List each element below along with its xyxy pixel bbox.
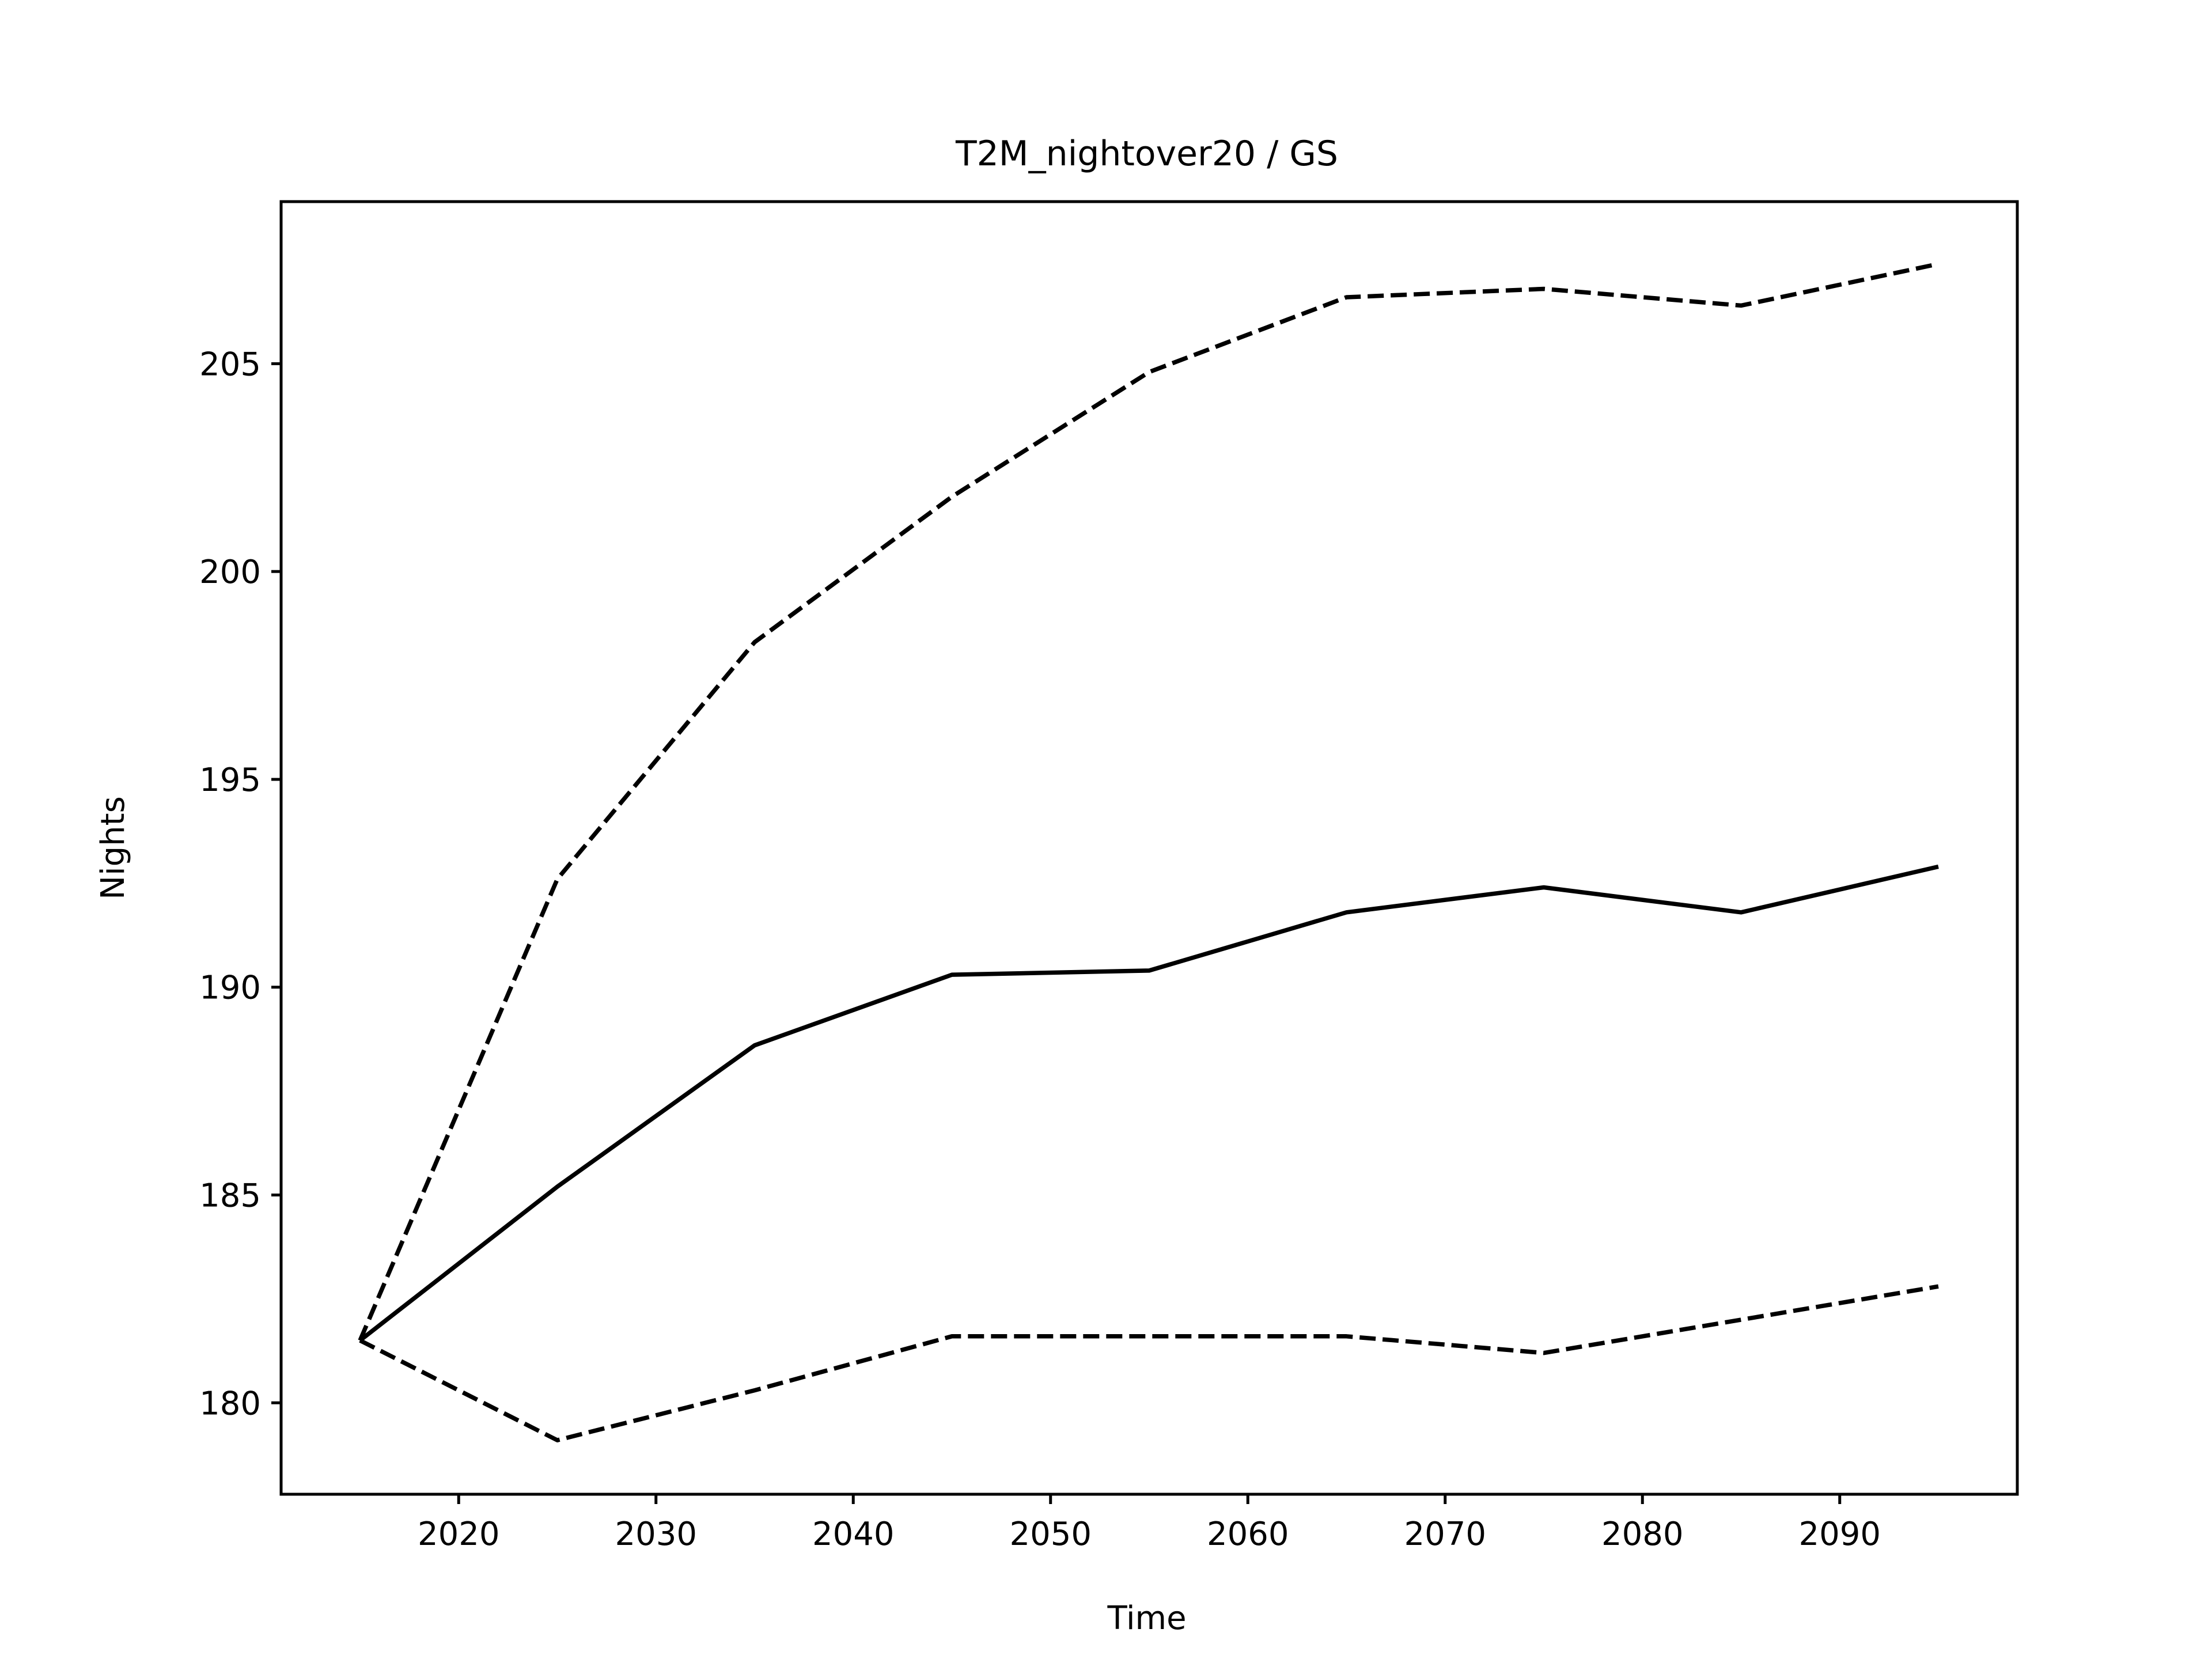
x-tick-label: 2060: [1207, 1516, 1289, 1553]
y-tick-label: 195: [199, 762, 261, 799]
series-line-upper-bound: [358, 262, 1939, 1342]
series-layer: [358, 262, 1939, 1442]
x-tick-label: 2020: [418, 1516, 500, 1553]
x-tick-label: 2040: [812, 1516, 895, 1553]
plot-area-frame: [279, 200, 2019, 1496]
y-tick-label: 185: [199, 1177, 261, 1214]
x-tick-label: 2070: [1404, 1516, 1486, 1553]
x-tick-label: 2030: [615, 1516, 697, 1553]
x-tick-label: 2080: [1601, 1516, 1684, 1553]
series-line-lower-bound: [359, 1284, 1939, 1442]
y-tick-label: 200: [199, 554, 261, 591]
y-axis-label: Nights: [94, 796, 132, 900]
y-tick-label: 205: [199, 346, 261, 383]
x-axis-label: Time: [1107, 1600, 1186, 1637]
chart-title: T2M_nightover20 / GS: [955, 134, 1338, 174]
series-line-central: [358, 864, 1939, 1342]
x-tick-label: 2090: [1798, 1516, 1881, 1553]
y-tick-label: 180: [199, 1385, 261, 1422]
x-tick-label: 2050: [1009, 1516, 1092, 1553]
y-tick-label: 190: [199, 969, 261, 1007]
tick-layer: 2020 2030 2040 2050 2060 2070 2080 2090 180 185 19…: [199, 346, 1881, 1553]
